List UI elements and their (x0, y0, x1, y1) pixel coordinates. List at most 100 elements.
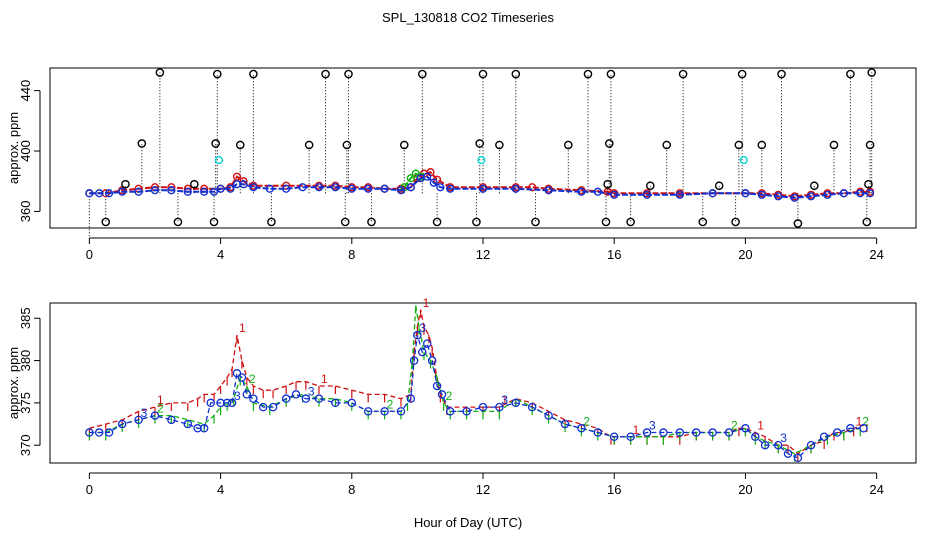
bottom-point-3 (819, 432, 829, 442)
bottom-series-3-label: 3 (308, 385, 315, 399)
bottom-series-1-label: 1 (856, 414, 863, 428)
top-point-outliers (645, 181, 655, 191)
top-point-outliers (209, 217, 219, 227)
bottom-x-tick-label: 4 (217, 482, 224, 497)
top-point-outliers (340, 217, 350, 227)
top-point-cyan (214, 155, 224, 165)
top-point-3 (757, 190, 766, 199)
top-point-3 (593, 187, 602, 196)
top-x-tick-label: 4 (217, 247, 224, 262)
top-point-3 (823, 190, 832, 199)
bottom-plot-frame (49, 302, 917, 464)
top-point-outliers (829, 140, 839, 150)
top-point-outliers (478, 69, 488, 79)
top-point-3 (95, 189, 104, 198)
top-point-outliers (249, 69, 258, 79)
top-point-3 (436, 183, 445, 192)
x-axis-label: Hour of Day (UTC) (414, 515, 522, 530)
top-point-3 (226, 184, 235, 193)
bottom-point-3 (380, 407, 389, 416)
top-point-outliers (678, 69, 688, 79)
top-point-3 (200, 187, 209, 196)
top-point-outliers (367, 217, 376, 227)
top-point-outliers (731, 217, 740, 227)
top-point-3 (118, 187, 127, 196)
bottom-point-3 (422, 339, 432, 348)
bottom-x-tick-label: 16 (607, 482, 621, 497)
top-point-3 (610, 190, 619, 199)
top-point-3 (577, 187, 586, 196)
bottom-series-3-label: 3 (501, 393, 508, 407)
top-point-3 (209, 187, 219, 196)
top-marks (85, 68, 877, 238)
bottom-y-tick-label: 370 (18, 434, 33, 456)
top-point-3 (167, 186, 176, 195)
top-point-outliers (867, 68, 877, 77)
top-point-3 (675, 190, 684, 199)
top-point-3 (134, 187, 143, 196)
top-point-outliers (793, 219, 803, 228)
bottom-point-3 (183, 419, 193, 429)
bottom-point-3 (462, 407, 471, 416)
bottom-series-3-label: 3 (780, 431, 787, 445)
bottom-point-3 (859, 424, 868, 433)
bottom-x-tick-label: 20 (738, 482, 752, 497)
top-point-3 (806, 192, 816, 201)
bottom-point-3 (291, 390, 301, 399)
top-point-3 (249, 183, 258, 192)
top-point-1 (528, 183, 537, 192)
top-point-3 (446, 184, 455, 193)
top-point-outliers (173, 217, 183, 227)
bottom-point-3 (659, 428, 668, 437)
top-point-3 (364, 184, 373, 193)
bottom-point-3 (427, 356, 437, 365)
top-x-tick-label: 20 (738, 247, 752, 262)
bottom-y-tick-label: 380 (18, 350, 33, 372)
bottom-point-3 (363, 407, 373, 416)
top-point-outliers (714, 181, 724, 191)
top-point-3 (708, 189, 717, 198)
bottom-point-3 (593, 428, 603, 437)
bottom-point-3 (281, 394, 291, 403)
top-series-1-line (89, 171, 871, 198)
top-point-outliers (862, 217, 872, 227)
bottom-series-3-line (89, 335, 864, 459)
bottom-point-3 (117, 419, 127, 429)
top-x-tick-label: 12 (476, 247, 490, 262)
top-point-3 (839, 189, 848, 198)
top-point-3 (423, 172, 432, 181)
bottom-point-3 (724, 428, 734, 437)
bottom-point-3 (626, 432, 635, 442)
bottom-point-3 (806, 440, 816, 450)
top-point-3 (239, 180, 248, 189)
bottom-point-3 (94, 428, 104, 437)
bottom-point-3 (232, 369, 242, 378)
top-point-outliers (495, 140, 504, 150)
top-point-outliers (698, 217, 708, 227)
top-y-tick-label: 360 (18, 201, 33, 223)
bottom-series-1-label: 1 (321, 372, 328, 386)
bottom-point-3 (396, 407, 406, 416)
top-point-outliers (432, 217, 442, 227)
top-point-outliers (321, 69, 330, 79)
bottom-point-3 (331, 398, 340, 408)
top-point-3 (396, 186, 406, 195)
top-point-outliers (212, 69, 222, 79)
bottom-y-tick-label: 385 (18, 307, 33, 329)
bottom-ylabel: approx. ppm (6, 347, 21, 419)
bottom-point-3 (314, 394, 324, 403)
bottom-point-3 (511, 398, 521, 408)
top-point-outliers (531, 217, 540, 227)
top-point-outliers (777, 69, 786, 79)
top-point-outliers (865, 140, 875, 150)
top-point-3 (478, 184, 488, 193)
top-ylabel: approx. ppm (6, 112, 21, 184)
bottom-point-3 (527, 402, 537, 412)
top-point-outliers (737, 69, 747, 79)
bottom-point-3 (227, 398, 237, 408)
bottom-point-3 (150, 411, 160, 420)
bottom-point-3 (751, 432, 760, 442)
bottom-point-3 (222, 398, 232, 408)
top-point-3 (314, 183, 324, 192)
